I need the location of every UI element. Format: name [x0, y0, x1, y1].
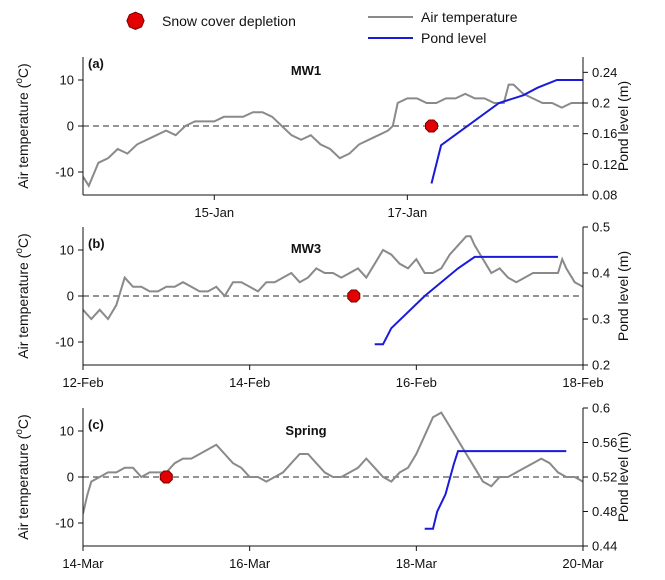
legend: Snow cover depletion Air temperature Pon…: [126, 9, 518, 46]
x-axis-tick-label: 18-Mar: [396, 556, 438, 571]
x-axis-tick-label: 16-Feb: [396, 375, 437, 390]
panel-label: (a): [88, 56, 104, 71]
right-axis-tick-label: 0.12: [592, 157, 617, 172]
x-axis-tick-label: 12-Feb: [62, 375, 103, 390]
left-axis-label: Air temperature (oC): [14, 63, 31, 188]
right-axis-tick-label: 0.24: [592, 65, 617, 80]
left-axis-tick-label: 0: [67, 289, 74, 304]
x-axis-tick-label: 18-Feb: [562, 375, 603, 390]
left-axis-tick-label: -10: [55, 516, 74, 531]
left-axis-tick-label: 10: [60, 424, 74, 439]
left-axis-tick-label: 0: [67, 119, 74, 134]
snow-cover-depletion-marker: [159, 470, 173, 484]
panel-title: Spring: [285, 423, 326, 438]
right-axis-tick-label: 0.2: [592, 96, 610, 111]
legend-temp-label: Air temperature: [421, 9, 518, 25]
legend-item-snow: Snow cover depletion: [126, 11, 296, 30]
legend-pond-label: Pond level: [421, 30, 486, 46]
right-axis-tick-label: 0.16: [592, 126, 617, 141]
right-axis-label: Pond level (m): [615, 81, 631, 171]
x-axis-tick-label: 20-Mar: [562, 556, 604, 571]
left-axis-tick-label: 10: [60, 73, 74, 88]
panel-label: (b): [88, 236, 105, 251]
right-axis-tick-label: 0.2: [592, 358, 610, 373]
right-axis-label: Pond level (m): [615, 251, 631, 341]
panel-title: MW3: [291, 241, 321, 256]
left-axis-label: Air temperature (oC): [14, 233, 31, 358]
right-axis-tick-label: 0.4: [592, 266, 610, 281]
panel-b: (b) MW3 Air temperature (oC) Pond level …: [14, 220, 631, 391]
x-axis-tick-label: 16-Mar: [229, 556, 271, 571]
legend-item-pond: Pond level: [368, 30, 486, 46]
pond-level-series-line: [430, 79, 583, 184]
left-axis-label: Air temperature (oC): [14, 414, 31, 539]
air-temperature-series-line: [83, 235, 583, 321]
panel-a: (a) MW1 Air temperature (oC) Pond level …: [14, 56, 631, 220]
right-axis-tick-label: 0.52: [592, 470, 617, 485]
panel-title: MW1: [291, 63, 321, 78]
right-axis-tick-label: 0.6: [592, 401, 610, 416]
right-axis-tick-label: 0.56: [592, 435, 617, 450]
panel-label: (c): [88, 417, 104, 432]
x-axis-tick-label: 14-Mar: [62, 556, 104, 571]
right-axis-label: Pond level (m): [615, 432, 631, 522]
pond-level-series-line: [424, 450, 567, 530]
right-axis-tick-label: 0.3: [592, 312, 610, 327]
x-axis-tick-label: 14-Feb: [229, 375, 270, 390]
air-temperature-series-line: [83, 411, 583, 515]
x-axis-tick-label: 15-Jan: [194, 205, 234, 220]
right-axis-tick-label: 0.5: [592, 220, 610, 235]
legend-snow-label: Snow cover depletion: [162, 13, 296, 29]
right-axis-tick-label: 0.48: [592, 504, 617, 519]
left-axis-tick-label: -10: [55, 335, 74, 350]
right-axis-tick-label: 0.08: [592, 188, 617, 203]
left-axis-tick-label: 0: [67, 470, 74, 485]
left-axis-tick-label: -10: [55, 165, 74, 180]
air-temperature-series-line: [83, 83, 583, 188]
legend-snow-marker: [126, 11, 145, 30]
x-axis-tick-label: 17-Jan: [387, 205, 427, 220]
legend-item-temp: Air temperature: [368, 9, 518, 25]
panel-c: (c) Spring Air temperature (oC) Pond lev…: [14, 401, 631, 572]
snow-cover-depletion-marker: [347, 289, 361, 303]
left-axis-tick-label: 10: [60, 243, 74, 258]
pond-level-series-line: [374, 255, 558, 346]
right-axis-tick-label: 0.44: [592, 539, 617, 554]
snow-cover-depletion-marker: [425, 119, 438, 133]
